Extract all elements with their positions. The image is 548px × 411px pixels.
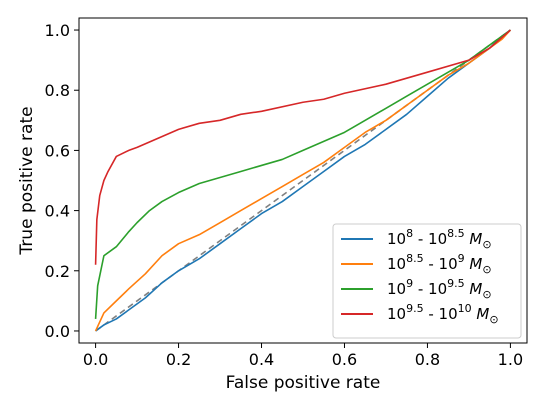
legend-label-1: 108 - 108.5 M⊙ (387, 227, 492, 251)
x-axis-label: False positive rate (226, 373, 381, 393)
y-tick-label: 0.4 (45, 202, 70, 221)
x-tick-label: 0.6 (332, 350, 357, 369)
y-tick-label: 0.0 (45, 322, 70, 341)
series-line-4 (94, 29, 511, 265)
x-tick-label: 0.0 (83, 350, 108, 369)
y-tick-label: 0.8 (45, 81, 70, 100)
series-line-1 (95, 29, 511, 332)
legend: 108 - 108.5 M⊙108.5 - 109 M⊙109 - 109.5 … (332, 223, 522, 339)
legend-box (332, 223, 522, 339)
x-tick-label: 0.8 (415, 350, 440, 369)
series-layer (94, 29, 511, 332)
plot-frame (78, 17, 528, 344)
legend-items: 108 - 108.5 M⊙108.5 - 109 M⊙109 - 109.5 … (341, 227, 499, 326)
x-tick-label: 1.0 (498, 350, 523, 369)
y-tick-label: 0.6 (45, 141, 70, 160)
y-tick-label: 0.2 (45, 262, 70, 281)
legend-label-3: 109 - 109.5 M⊙ (387, 277, 492, 301)
legend-label-4: 109.5 - 1010 M⊙ (387, 302, 499, 326)
x-tick-label: 0.2 (166, 350, 191, 369)
ticks-layer: 0.0 0.2 0.4 0.6 0.8 1.0 0.0 0.2 0.4 0.6 0.8 1.0 (45, 21, 524, 369)
series-line-2 (94, 29, 511, 332)
y-tick-label: 1.0 (45, 21, 70, 40)
legend-label-2: 108.5 - 109 M⊙ (387, 252, 492, 276)
x-tick-label: 0.4 (249, 350, 274, 369)
series-line-3 (94, 29, 511, 319)
y-axis-label: True positive rate (17, 106, 37, 255)
